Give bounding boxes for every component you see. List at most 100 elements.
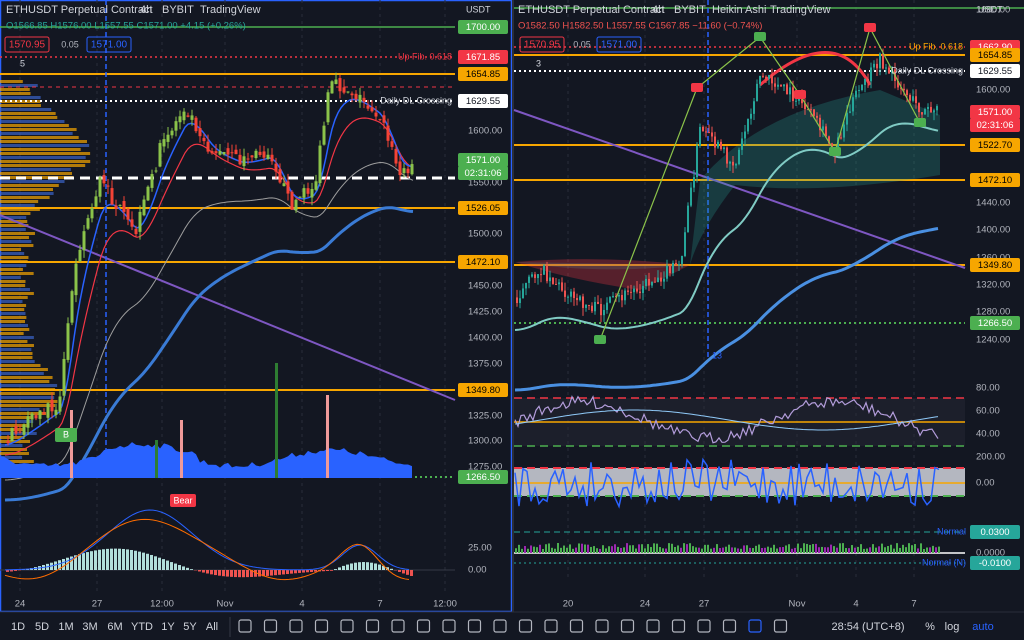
candle-body [576, 297, 578, 301]
osc-bar [533, 546, 535, 553]
osc-bar [845, 548, 847, 553]
volume-profile [0, 184, 59, 187]
candle-body [516, 297, 518, 304]
tool-icon[interactable] [773, 619, 788, 633]
candle-body [588, 304, 590, 306]
price-axis-label: 1325.00 [468, 411, 502, 422]
tool-icon[interactable] [544, 619, 558, 633]
osc-bar [581, 543, 583, 553]
osc-bar [683, 543, 685, 553]
tool-icon[interactable] [391, 619, 405, 633]
tool-icon[interactable] [314, 619, 329, 633]
tool-icon[interactable] [646, 619, 660, 633]
price-tag: 1266.50 [466, 472, 500, 483]
candle-body [230, 152, 234, 154]
candle-body [654, 281, 656, 283]
candle-body [350, 93, 354, 96]
percent-toggle[interactable]: % [925, 621, 935, 633]
candle-body [648, 278, 650, 286]
candle-body [226, 148, 230, 155]
tool-icon[interactable] [263, 619, 278, 633]
candle-body [882, 53, 884, 69]
range-button[interactable]: 3M [82, 621, 97, 633]
volume-profile [0, 400, 58, 403]
osc-bar [755, 545, 757, 553]
price-tag: 1700.00 [466, 22, 500, 33]
candle-body [549, 277, 551, 282]
volume-profile [0, 424, 28, 427]
auto-toggle[interactable]: auto [972, 621, 993, 633]
osc-bar [929, 547, 931, 553]
tool-icon[interactable] [620, 619, 635, 633]
candle-body [354, 93, 358, 100]
range-button[interactable]: 5D [35, 621, 49, 633]
candle-body [558, 282, 560, 285]
candle-body [330, 81, 334, 94]
tool-icon[interactable] [671, 619, 686, 633]
range-button[interactable]: 1D [11, 621, 25, 633]
candle-body [294, 199, 298, 211]
log-toggle[interactable]: log [945, 621, 960, 633]
osc-bar [860, 544, 862, 553]
range-button[interactable]: 1M [58, 621, 73, 633]
toolbar [0, 612, 1024, 640]
time-axis-label: Nov [789, 599, 806, 610]
candle-body [306, 188, 310, 194]
tool-icon[interactable] [722, 619, 737, 633]
buy-box [86, 36, 132, 53]
tool-icon[interactable] [569, 619, 584, 633]
volume-profile [0, 92, 31, 95]
candle-body [861, 84, 863, 91]
range-button[interactable]: All [206, 621, 218, 633]
osc-bar [899, 547, 901, 553]
tool-icon[interactable] [467, 619, 482, 633]
candle-body [930, 106, 932, 113]
osc-bar [914, 544, 916, 553]
tool-icon[interactable] [442, 619, 456, 633]
macd-histogram [306, 570, 309, 573]
tool-icon[interactable] [748, 619, 762, 633]
candle-body [166, 134, 170, 142]
range-button[interactable]: 6M [107, 621, 122, 633]
candle-body [358, 94, 362, 103]
candle-body [258, 151, 262, 156]
tool-icon[interactable] [518, 619, 533, 633]
macd-histogram [154, 556, 157, 570]
macd-histogram [58, 560, 61, 570]
osc-bar [725, 546, 727, 553]
range-button[interactable]: YTD [131, 621, 153, 633]
candle-body [705, 131, 707, 133]
candle-body [254, 150, 258, 159]
osc-tag-bg [970, 525, 1020, 539]
tool-icon[interactable] [238, 619, 252, 633]
volume-profile [0, 132, 73, 135]
tool-icon[interactable] [697, 619, 711, 633]
price-tag: 1349.80 [978, 260, 1012, 271]
candle-body [130, 219, 134, 227]
price-tag: 1662.90 [978, 42, 1012, 53]
tool-icon[interactable] [493, 619, 507, 633]
tool-icon[interactable] [365, 619, 380, 633]
osc-bar [695, 547, 697, 553]
exchange: BYBIT [162, 4, 194, 16]
macd-histogram [218, 570, 221, 576]
clock: 28:54 (UTC+8) [831, 621, 904, 633]
osc-bar [515, 548, 517, 553]
candle-body [302, 188, 306, 198]
candle-body [561, 282, 563, 291]
pivot-marker [691, 83, 703, 92]
candle-body [672, 262, 674, 274]
candle-body [849, 111, 851, 113]
range-button[interactable]: 5Y [183, 621, 197, 633]
macd-histogram [242, 570, 245, 578]
tool-icon[interactable] [289, 619, 303, 633]
candle-body [864, 78, 866, 85]
volume-profile [0, 324, 29, 327]
tool-icon[interactable] [595, 619, 609, 633]
candle-body [26, 416, 30, 428]
range-button[interactable]: 1Y [161, 621, 175, 633]
moving-average [4, 98, 414, 446]
candle-body [14, 425, 18, 434]
tool-icon[interactable] [416, 619, 431, 633]
tool-icon[interactable] [340, 619, 354, 633]
